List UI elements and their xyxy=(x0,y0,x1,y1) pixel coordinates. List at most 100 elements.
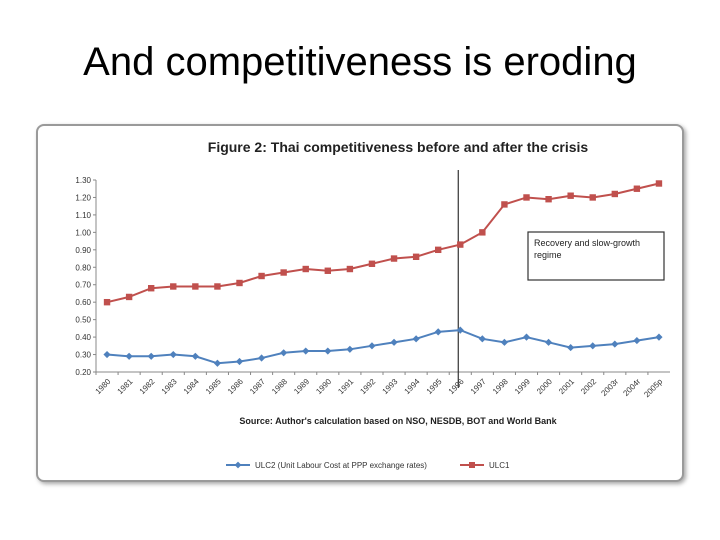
data-point xyxy=(302,347,310,355)
data-point xyxy=(633,185,641,192)
x-tick-label: 2004r xyxy=(621,377,642,398)
source-note: Source: Author's calculation based on NS… xyxy=(239,416,557,426)
x-tick-label: 1999 xyxy=(513,377,532,396)
x-axis: 1980 1981 1982 1983 1984 1985 1986 1987 1988 1989… xyxy=(94,371,670,399)
data-point xyxy=(368,342,376,350)
data-point xyxy=(412,253,420,260)
data-point xyxy=(434,246,442,254)
data-point xyxy=(567,343,575,352)
data-point xyxy=(500,338,509,346)
line-chart: Figure 2: Thai competitiveness before an… xyxy=(75,139,670,470)
data-point xyxy=(235,357,244,366)
data-point xyxy=(302,265,309,273)
data-point xyxy=(611,190,619,198)
legend-marker xyxy=(234,461,242,469)
data-point xyxy=(280,349,288,357)
data-point xyxy=(258,272,265,280)
x-tick-label: 1989 xyxy=(292,377,311,396)
data-point xyxy=(522,333,531,341)
x-tick-label: 1983 xyxy=(160,377,179,396)
data-point xyxy=(457,241,464,248)
y-tick-label: 0.30 xyxy=(75,351,91,360)
data-point xyxy=(192,283,199,290)
data-point xyxy=(191,352,199,360)
data-point xyxy=(412,335,420,343)
data-point xyxy=(655,333,663,341)
data-point xyxy=(390,338,398,346)
x-tick-label: 1988 xyxy=(270,377,289,396)
x-tick-label: 1998 xyxy=(491,377,510,396)
x-tick-label: 1987 xyxy=(248,377,267,396)
data-point xyxy=(125,352,133,360)
annotation-text: regime xyxy=(534,250,562,260)
x-tick-label: 1984 xyxy=(182,377,201,396)
y-tick-label: 0.80 xyxy=(75,263,91,272)
y-axis: 0.20 0.30 0.40 0.50 0.60 0.70 0.80 0.90 1.00 1.10… xyxy=(75,176,97,377)
legend-marker xyxy=(469,462,475,468)
data-point xyxy=(170,283,177,290)
data-point xyxy=(655,180,663,187)
data-point xyxy=(544,338,553,346)
data-point xyxy=(280,269,287,276)
data-point xyxy=(523,194,530,201)
y-tick-label: 1.10 xyxy=(75,211,91,220)
data-point xyxy=(214,283,221,290)
data-point xyxy=(103,298,111,306)
data-point xyxy=(479,229,486,236)
x-tick-label: 1990 xyxy=(314,377,333,396)
y-tick-label: 0.90 xyxy=(75,246,91,255)
x-tick-label: 1981 xyxy=(116,377,135,396)
data-point xyxy=(169,350,177,359)
x-tick-label: 1985 xyxy=(204,377,223,396)
x-tick-label: 2002 xyxy=(579,377,598,396)
series-line-1 xyxy=(106,182,660,304)
data-point xyxy=(611,340,619,348)
data-point xyxy=(324,267,332,274)
x-tick-label: 1980 xyxy=(94,377,113,396)
data-point xyxy=(478,335,486,343)
slide-title: And competitiveness is eroding xyxy=(83,40,637,84)
x-tick-label: 1994 xyxy=(403,377,422,396)
y-tick-label: 0.60 xyxy=(75,298,91,307)
y-tick-label: 0.20 xyxy=(75,368,91,377)
x-tick-label: 1991 xyxy=(336,377,355,396)
data-point xyxy=(346,265,354,273)
data-point xyxy=(589,342,597,350)
x-tick-label: 2000 xyxy=(535,377,554,396)
x-tick-label: 2005p xyxy=(642,377,664,399)
x-tick-label: 1982 xyxy=(138,377,157,396)
chart-title: Figure 2: Thai competitiveness before an… xyxy=(208,139,589,155)
y-tick-label: 0.40 xyxy=(75,333,91,342)
series-line-0 xyxy=(106,329,660,365)
x-tick-label: 1995 xyxy=(425,377,444,396)
x-tick-label: 1997 xyxy=(469,377,488,396)
annotation-box xyxy=(527,231,665,281)
data-point xyxy=(125,293,133,301)
x-tick-label: 1993 xyxy=(381,377,400,396)
data-point xyxy=(545,196,552,203)
y-tick-label: 0.50 xyxy=(75,316,91,325)
legend-label: ULC1 xyxy=(489,461,510,470)
annotation-layer: Recovery and slow-growth regime xyxy=(457,170,665,388)
x-tick-label: 2001 xyxy=(557,377,576,396)
data-point xyxy=(434,328,442,336)
y-tick-label: 0.70 xyxy=(75,281,91,290)
y-tick-label: 1.30 xyxy=(75,176,91,185)
data-point xyxy=(147,285,155,292)
chart-frame: Figure 2: Thai competitiveness before an… xyxy=(36,124,684,482)
y-tick-label: 1.20 xyxy=(75,193,91,202)
data-point xyxy=(103,350,111,359)
data-point xyxy=(257,354,266,362)
legend-label: ULC2 (Unit Labour Cost at PPP exchange r… xyxy=(255,461,427,470)
data-point xyxy=(567,192,574,199)
data-point xyxy=(346,345,354,353)
legend: ULC2 (Unit Labour Cost at PPP exchange r… xyxy=(226,461,510,470)
data-point xyxy=(390,255,398,262)
data-point xyxy=(213,359,222,367)
data-point xyxy=(501,201,508,208)
annotation-text: Recovery and slow-growth xyxy=(534,238,640,248)
x-tick-label: 1992 xyxy=(358,377,377,396)
y-tick-label: 1.00 xyxy=(75,228,91,237)
data-point xyxy=(633,336,641,345)
data-point xyxy=(147,352,155,360)
